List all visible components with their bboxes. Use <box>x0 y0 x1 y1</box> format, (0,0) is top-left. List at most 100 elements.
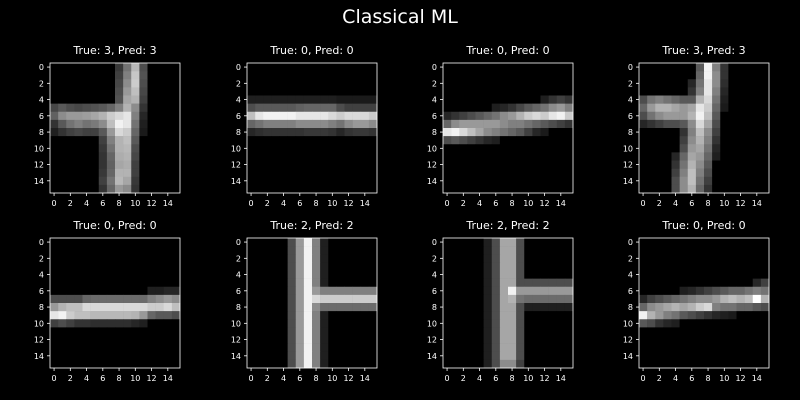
heatmap-cell <box>312 185 320 193</box>
heatmap-cell <box>328 136 336 144</box>
heatmap-cell <box>50 344 58 352</box>
heatmap-cell <box>680 136 688 144</box>
heatmap-cell <box>492 71 500 79</box>
heatmap-cell <box>745 262 753 270</box>
heatmap-cell <box>508 104 516 112</box>
heatmap-cell <box>255 327 263 335</box>
heatmap-cell <box>712 185 720 193</box>
heatmap-cell <box>663 254 671 262</box>
heatmap-cell <box>565 336 573 344</box>
heatmap-cell <box>369 96 377 104</box>
heatmap-cell <box>532 254 540 262</box>
heatmap-cell <box>524 303 532 311</box>
heatmap-cell <box>712 303 720 311</box>
heatmap-cell <box>353 71 361 79</box>
heatmap-cell <box>369 262 377 270</box>
heatmap-cell <box>296 152 304 160</box>
heatmap-cell <box>131 79 139 87</box>
panel-title: True: 2, Pred: 2 <box>465 219 549 232</box>
heatmap-cell <box>58 177 66 185</box>
heatmap-cell <box>737 327 745 335</box>
heatmap-cell <box>549 96 557 104</box>
heatmap-cell <box>83 271 91 279</box>
heatmap-cell <box>737 246 745 254</box>
heatmap-cell <box>565 311 573 319</box>
y-tick-label: 0 <box>628 238 633 247</box>
heatmap-cell <box>271 63 279 71</box>
heatmap-cell <box>320 246 328 254</box>
heatmap-cell <box>484 136 492 144</box>
heatmap-cell <box>655 128 663 136</box>
heatmap-cell <box>704 279 712 287</box>
heatmap-cell <box>753 63 761 71</box>
heatmap-cell <box>451 136 459 144</box>
heatmap-cell <box>459 152 467 160</box>
heatmap-cell <box>83 336 91 344</box>
heatmap-cell <box>263 303 271 311</box>
heatmap-cell <box>247 360 255 368</box>
heatmap-cell <box>443 169 451 177</box>
heatmap-cell <box>663 327 671 335</box>
heatmap-cell <box>156 185 164 193</box>
heatmap-cell <box>443 246 451 254</box>
heatmap-cell <box>131 336 139 344</box>
heatmap-cell <box>288 271 296 279</box>
heatmap-cell <box>672 185 680 193</box>
heatmap-cell <box>107 112 115 120</box>
heatmap-cell <box>336 104 344 112</box>
heatmap-cell <box>712 96 720 104</box>
heatmap-cell <box>328 262 336 270</box>
heatmap-cell <box>647 128 655 136</box>
heatmap-cell <box>296 336 304 344</box>
heatmap-cell <box>704 254 712 262</box>
heatmap-cell <box>728 152 736 160</box>
heatmap-cell <box>639 360 647 368</box>
x-tick-label: 0 <box>445 199 450 208</box>
heatmap-cell <box>753 271 761 279</box>
heatmap-cell <box>663 360 671 368</box>
heatmap-cell <box>320 185 328 193</box>
heatmap-cell <box>280 120 288 128</box>
heatmap-cell <box>541 120 549 128</box>
heatmap-cell <box>647 112 655 120</box>
heatmap-cell <box>91 360 99 368</box>
heatmap-cell <box>353 238 361 246</box>
heatmap-cell <box>66 238 74 246</box>
heatmap-cell <box>328 303 336 311</box>
heatmap-cell <box>500 238 508 246</box>
heatmap-cell <box>500 271 508 279</box>
heatmap-cell <box>680 104 688 112</box>
heatmap-cell <box>58 360 66 368</box>
heatmap-cell <box>557 87 565 95</box>
heatmap-cell <box>263 295 271 303</box>
heatmap-cell <box>83 128 91 136</box>
heatmap-cell <box>680 279 688 287</box>
heatmap-cell <box>296 327 304 335</box>
heatmap-cell <box>557 161 565 169</box>
heatmap-cell <box>737 79 745 87</box>
heatmap-cell <box>107 279 115 287</box>
heatmap-cell <box>288 303 296 311</box>
heatmap-cell <box>148 319 156 327</box>
heatmap-cell <box>304 336 312 344</box>
heatmap-cell <box>647 319 655 327</box>
heatmap-cell <box>524 262 532 270</box>
heatmap-cell <box>639 246 647 254</box>
heatmap-cell <box>304 360 312 368</box>
heatmap-cell <box>549 63 557 71</box>
heatmap-cell <box>737 352 745 360</box>
heatmap-cell <box>476 169 484 177</box>
heatmap-cell <box>688 360 696 368</box>
heatmap-cell <box>50 79 58 87</box>
heatmap-cell <box>280 152 288 160</box>
heatmap-cell <box>123 185 131 193</box>
heatmap-cell <box>459 344 467 352</box>
y-tick-label: 12 <box>427 336 437 345</box>
heatmap-cell <box>123 169 131 177</box>
heatmap-cell <box>557 279 565 287</box>
heatmap-cell <box>532 271 540 279</box>
heatmap-cell <box>74 238 82 246</box>
y-tick-label: 14 <box>231 352 241 361</box>
heatmap-cell <box>728 254 736 262</box>
heatmap-cell <box>443 279 451 287</box>
